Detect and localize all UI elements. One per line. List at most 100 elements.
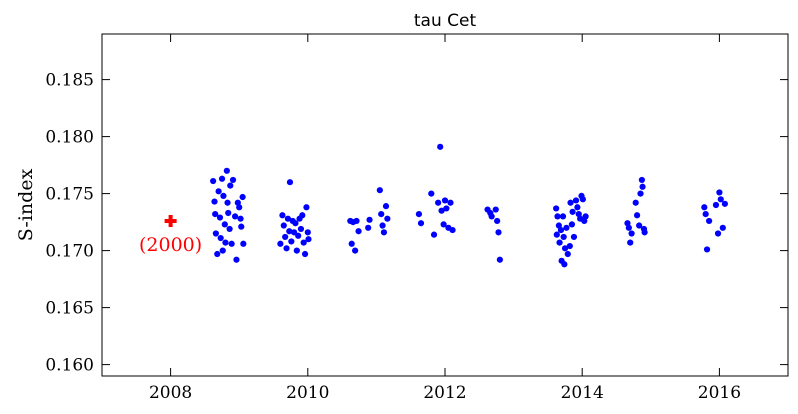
data-point xyxy=(277,240,284,247)
data-point xyxy=(211,198,218,205)
data-point xyxy=(305,236,312,243)
data-point xyxy=(228,240,235,247)
data-point xyxy=(214,250,221,258)
data-point xyxy=(286,228,293,235)
data-point xyxy=(288,238,295,245)
data-point xyxy=(376,187,383,194)
data-point xyxy=(212,211,219,218)
data-point xyxy=(714,230,722,237)
y-tick-label: 0.185 xyxy=(45,71,94,91)
data-point xyxy=(240,240,247,247)
data-point xyxy=(304,229,311,236)
data-point xyxy=(220,192,227,199)
data-point xyxy=(303,204,310,211)
data-point xyxy=(716,189,723,196)
data-point xyxy=(553,205,560,212)
data-point xyxy=(428,190,435,197)
data-point xyxy=(299,212,306,219)
data-point xyxy=(441,197,449,204)
data-point xyxy=(566,242,573,250)
data-point xyxy=(210,177,217,185)
data-point xyxy=(564,250,571,258)
data-point xyxy=(492,206,499,213)
data-point xyxy=(561,245,569,252)
data-point xyxy=(721,200,728,207)
data-point xyxy=(384,215,391,222)
data-point xyxy=(239,193,246,201)
x-tick-label: 2008 xyxy=(149,383,192,403)
data-point xyxy=(440,221,447,228)
data-point xyxy=(224,199,231,206)
data-point xyxy=(292,220,299,227)
data-point xyxy=(636,222,643,229)
data-point xyxy=(563,224,570,231)
data-point xyxy=(435,199,442,206)
data-point xyxy=(236,204,243,211)
data-point xyxy=(225,209,232,217)
y-tick-label: 0.160 xyxy=(45,356,94,376)
x-axis: 2008 2010 2012 2014 2016 xyxy=(149,34,741,403)
data-point xyxy=(719,224,726,231)
data-point xyxy=(229,176,237,184)
data-point xyxy=(637,190,644,197)
data-point xyxy=(553,231,560,238)
data-point xyxy=(569,208,576,215)
data-point xyxy=(297,225,305,233)
y-tick-label: 0.175 xyxy=(45,185,94,205)
data-point xyxy=(365,224,372,231)
data-point xyxy=(366,216,373,223)
data-point xyxy=(238,223,245,230)
data-point xyxy=(717,196,724,203)
data-point xyxy=(221,221,228,228)
data-point xyxy=(701,204,708,211)
data-point xyxy=(290,229,298,236)
data-point xyxy=(559,213,567,220)
data-point xyxy=(572,197,580,204)
series-0 xyxy=(210,143,728,268)
plot-area: (2000) xyxy=(139,143,728,268)
y-tick-label: 0.170 xyxy=(45,242,94,262)
data-point xyxy=(216,214,224,221)
data-point xyxy=(641,229,648,236)
data-point xyxy=(231,213,239,220)
chart-title: tau Cet xyxy=(414,11,477,31)
annotation-label: (2000) xyxy=(139,234,202,256)
x-tick-label: 2016 xyxy=(698,383,741,403)
data-point xyxy=(638,176,645,184)
data-point xyxy=(237,215,244,222)
data-point xyxy=(494,217,501,225)
data-point xyxy=(574,204,581,211)
data-point xyxy=(561,261,568,268)
data-point xyxy=(567,199,574,206)
data-point xyxy=(212,230,219,237)
data-point xyxy=(215,188,222,195)
data-point xyxy=(495,229,502,236)
data-point xyxy=(218,175,226,182)
data-point xyxy=(627,239,634,246)
data-point xyxy=(570,233,578,241)
data-point xyxy=(227,182,234,189)
data-point xyxy=(488,213,495,220)
data-point xyxy=(625,224,632,231)
data-point xyxy=(632,199,639,206)
plot-frame xyxy=(101,33,789,377)
y-axis: 0.160 0.165 0.170 0.175 0.180 0.185 xyxy=(45,71,788,376)
data-point xyxy=(568,221,576,228)
data-point xyxy=(415,211,423,218)
data-point xyxy=(438,207,445,214)
data-point xyxy=(712,201,720,209)
data-point xyxy=(628,230,635,237)
data-point xyxy=(496,256,503,263)
data-point xyxy=(639,183,646,190)
data-point xyxy=(217,234,224,242)
data-point xyxy=(279,212,286,219)
data-point xyxy=(286,179,294,186)
data-point xyxy=(382,203,390,210)
data-point xyxy=(348,240,355,247)
y-tick-label: 0.165 xyxy=(45,299,94,319)
data-point xyxy=(554,213,561,220)
data-point xyxy=(353,217,360,225)
reference-point xyxy=(164,214,177,227)
data-point xyxy=(222,239,229,246)
